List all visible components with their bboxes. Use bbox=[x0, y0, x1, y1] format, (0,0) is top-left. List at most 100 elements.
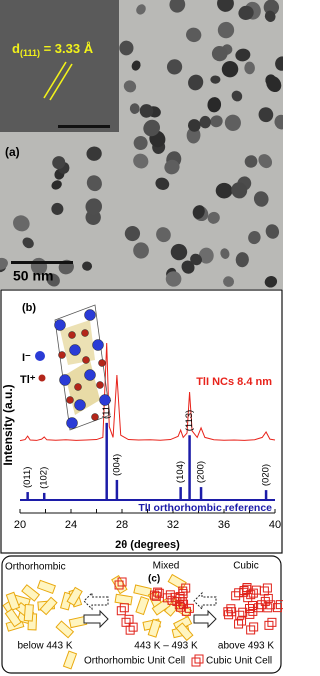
panel-label: (c) bbox=[148, 574, 160, 585]
cubic-cell bbox=[174, 600, 184, 610]
nanocrystal bbox=[264, 276, 278, 288]
nanocrystal bbox=[210, 75, 221, 84]
nanocrystal bbox=[133, 153, 149, 169]
nanocrystal bbox=[0, 257, 8, 270]
cubic-cell bbox=[119, 603, 129, 613]
x-tick-label: 36 bbox=[218, 519, 230, 531]
scale-bar-label: 50 nm bbox=[13, 268, 53, 284]
nanocrystal bbox=[131, 60, 141, 71]
thallium-atom bbox=[74, 383, 82, 391]
nanocrystal bbox=[188, 119, 201, 132]
phase-label: Mixed bbox=[153, 561, 180, 572]
nanocrystal bbox=[169, 0, 186, 13]
iodide-atom bbox=[84, 309, 96, 321]
nanocrystals bbox=[0, 0, 283, 288]
cubic-cell bbox=[248, 606, 258, 616]
nanocrystal bbox=[143, 119, 160, 137]
cubic-cell bbox=[262, 583, 272, 593]
nanocrystal bbox=[211, 45, 228, 62]
nanocrystal bbox=[266, 75, 282, 93]
nanocrystal bbox=[223, 276, 235, 287]
cubic-cell bbox=[249, 622, 259, 632]
panel-label: (a) bbox=[5, 145, 20, 159]
iodide-atom bbox=[92, 339, 104, 351]
nanocrystal bbox=[51, 180, 62, 190]
peak-label: (200) bbox=[196, 461, 207, 483]
panel-label: (b) bbox=[22, 302, 36, 314]
legend-swatch bbox=[35, 351, 45, 361]
hrtem-inset bbox=[0, 0, 119, 132]
nanocrystal bbox=[258, 154, 273, 169]
nanocrystal bbox=[265, 224, 280, 239]
cubic-cell bbox=[245, 609, 255, 619]
orthorhombic-cell bbox=[147, 618, 162, 638]
nanocrystal bbox=[133, 136, 148, 150]
nanocrystal bbox=[181, 260, 195, 274]
xrd-pattern bbox=[19, 342, 276, 442]
orthorhombic-cell bbox=[36, 579, 56, 594]
nanocrystal bbox=[217, 0, 234, 12]
nanocrystal bbox=[51, 202, 64, 215]
cubic-cell bbox=[264, 620, 274, 630]
cubic-cell bbox=[251, 585, 261, 595]
cubic-cell bbox=[194, 654, 204, 664]
arrow bbox=[193, 591, 217, 611]
iodide-atom bbox=[84, 369, 96, 381]
arrow bbox=[83, 609, 109, 629]
cubic-cell bbox=[275, 600, 283, 610]
nanocrystal bbox=[244, 155, 258, 168]
cubic-cell bbox=[121, 617, 131, 627]
cubic-cell bbox=[124, 614, 134, 624]
cubic-cell bbox=[234, 619, 244, 629]
cubic-cell bbox=[224, 610, 234, 620]
orthorhombic-cell bbox=[21, 584, 41, 602]
cubic-cell bbox=[223, 607, 233, 617]
cubic-cell bbox=[181, 583, 191, 593]
nanocrystal bbox=[188, 74, 204, 91]
iodide-atom bbox=[74, 399, 86, 411]
cubic-cell bbox=[116, 606, 126, 616]
cubic-cell bbox=[239, 586, 249, 596]
peak-label: (102) bbox=[39, 467, 50, 489]
peak-label: (104) bbox=[175, 461, 186, 483]
nanocrystal bbox=[231, 90, 243, 102]
x-tick-label: 28 bbox=[116, 519, 128, 531]
cubic-cell bbox=[165, 590, 175, 600]
lattice-line bbox=[49, 63, 73, 101]
peak-label: (020) bbox=[261, 464, 272, 486]
figure: d(111) = 3.33 Å (a) 50 nm 20 24 28 32 36 40 2θ… bbox=[0, 0, 283, 674]
nanocrystal bbox=[192, 205, 205, 219]
nanocrystal bbox=[156, 227, 171, 243]
thallium-atom bbox=[91, 413, 99, 421]
nanocrystal bbox=[85, 198, 103, 215]
temperature-label: 443 K – 493 K bbox=[134, 641, 198, 652]
nanocrystal bbox=[133, 242, 149, 259]
cubic-cell bbox=[248, 600, 258, 610]
orthorhombic-cell bbox=[4, 608, 22, 628]
legend-label: Orthorhombic Unit Cell bbox=[84, 656, 185, 667]
cubic-cell bbox=[117, 577, 127, 587]
temperature-label: above 493 K bbox=[218, 641, 274, 652]
nanocrystal bbox=[221, 61, 239, 78]
nanocrystal bbox=[166, 59, 183, 75]
x-tick-label: 20 bbox=[14, 519, 26, 531]
nanocrystal bbox=[86, 146, 102, 161]
panel-c-frame bbox=[1, 555, 282, 674]
nanocrystal bbox=[186, 27, 202, 43]
unit-cell bbox=[54, 304, 111, 431]
nanocrystal bbox=[231, 182, 248, 199]
x-tick-label: 24 bbox=[65, 519, 77, 531]
nanocrystal bbox=[136, 4, 146, 15]
cubic-cell bbox=[167, 595, 177, 605]
legend-label: Tl⁺ bbox=[20, 374, 36, 386]
cubic-cell bbox=[154, 588, 164, 598]
phase-schematic bbox=[2, 573, 283, 670]
nanocrystal bbox=[217, 21, 235, 39]
nanocrystal bbox=[235, 252, 249, 268]
series-label: TlI NCs 8.4 nm bbox=[196, 376, 272, 388]
cubic-cell bbox=[177, 597, 187, 607]
nanocrystal bbox=[207, 211, 220, 224]
arrow bbox=[83, 591, 109, 611]
xrd-chart: 20 24 28 32 36 40 2θ (degrees) Intensity (a.u.)… bbox=[1, 302, 281, 551]
nanocrystal bbox=[274, 114, 283, 130]
